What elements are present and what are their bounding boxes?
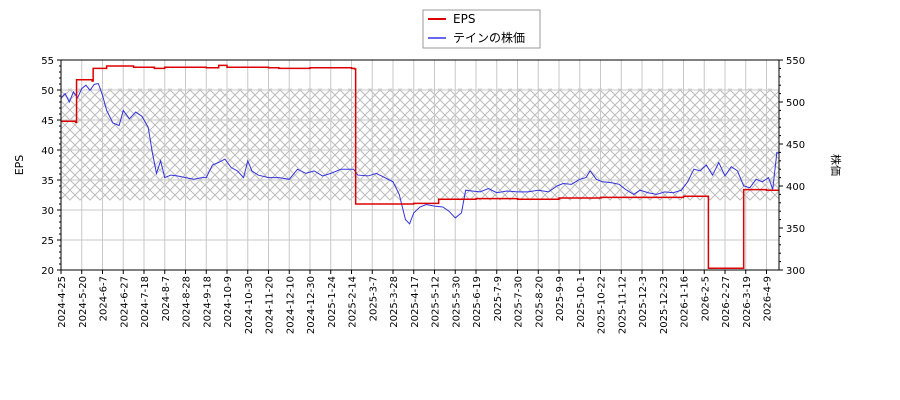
- x-tick-label: 2025-7-30: [514, 276, 525, 328]
- x-tick-label: 2025-8-20: [534, 276, 545, 328]
- x-tick-label: 2024-11-20: [265, 276, 276, 334]
- x-tick-label: 2024-6-7: [99, 276, 110, 321]
- hatched-band: [61, 88, 779, 201]
- price-line: [61, 82, 779, 225]
- left-tick-label: 45: [41, 116, 54, 127]
- x-tick-label: 2024-8-7: [161, 276, 172, 321]
- right-tick-label: 300: [786, 266, 805, 277]
- x-tick-label: 2024-9-18: [202, 276, 213, 328]
- plot-area: [60, 59, 780, 271]
- x-tick-label: 2024-4-25: [57, 276, 68, 328]
- legend-box: [422, 9, 541, 49]
- x-tick-label: 2024-12-10: [285, 276, 296, 334]
- left-tick-label: 40: [41, 146, 54, 157]
- x-tick-label: 2026-2-5: [700, 276, 711, 321]
- x-tick-label: 2025-9-9: [555, 276, 566, 321]
- x-tick-label: 2025-3-7: [368, 276, 379, 321]
- left-tick-label: 50: [41, 86, 54, 97]
- right-tick-label: 500: [786, 98, 805, 109]
- left-tick-label: 30: [41, 206, 54, 217]
- right-tick-label: 400: [786, 182, 805, 193]
- x-tick-label: 2026-2-27: [721, 276, 732, 328]
- x-tick-label: 2024-10-30: [244, 276, 255, 334]
- x-tick-label: 2024-8-28: [182, 276, 193, 328]
- plot-frame: [60, 59, 780, 271]
- left-tick-label: 25: [41, 236, 54, 247]
- x-tick-label: 2026-3-19: [742, 276, 753, 328]
- x-tick-label: 2024-10-9: [223, 276, 234, 328]
- left-tick-label: 35: [41, 176, 54, 187]
- x-tick-label: 2025-2-14: [348, 276, 359, 328]
- x-tick-label: 2025-12-23: [659, 276, 670, 334]
- x-tick-label: 2025-1-24: [327, 276, 338, 328]
- series-layer: [61, 64, 779, 269]
- x-tick-label: 2025-4-17: [410, 276, 421, 328]
- right-axis: 300 350 400 450 500 550: [779, 56, 805, 277]
- legend-eps-label: EPS: [453, 12, 475, 26]
- x-tick-label: 2025-6-19: [472, 276, 483, 328]
- x-tick-label: 2026-4-9: [763, 276, 774, 321]
- right-axis-title: 株価: [829, 154, 843, 176]
- legend: EPS テインの株価: [422, 9, 541, 49]
- x-tick-label: 2025-7-9: [493, 276, 504, 321]
- left-tick-label: 20: [41, 266, 54, 277]
- eps-line: [61, 64, 779, 269]
- x-tick-label: 2025-3-28: [389, 276, 400, 328]
- left-axis-title: EPS: [13, 155, 26, 176]
- x-tick-label: 2025-10-22: [597, 276, 608, 334]
- right-tick-label: 350: [786, 224, 805, 235]
- left-axis: 20 25 30 35 40 45 50 55: [41, 56, 61, 277]
- right-tick-label: 550: [786, 56, 805, 67]
- x-tick-label: 2024-5-20: [78, 276, 89, 328]
- x-tick-label: 2025-12-3: [638, 276, 649, 328]
- x-tick-label: 2024-12-30: [306, 276, 317, 334]
- x-axis: 2024-4-25 2024-5-20 2024-6-7 2024-6-27 2024-…: [57, 270, 774, 334]
- x-tick-label: 2024-6-27: [119, 276, 130, 328]
- left-tick-label: 55: [41, 56, 54, 67]
- legend-price-label: テインの株価: [453, 30, 525, 45]
- x-tick-label: 2025-5-30: [451, 276, 462, 328]
- x-tick-label: 2025-10-1: [576, 276, 587, 328]
- x-tick-label: 2025-5-12: [431, 276, 442, 328]
- x-tick-label: 2025-11-12: [617, 276, 628, 334]
- x-tick-label: 2024-7-18: [140, 276, 151, 328]
- right-tick-label: 450: [786, 140, 805, 151]
- x-tick-label: 2026-1-16: [680, 276, 691, 328]
